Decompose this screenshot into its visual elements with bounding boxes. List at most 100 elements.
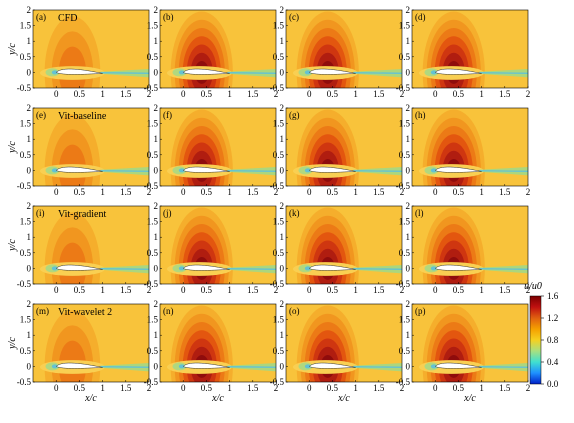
panel-frame bbox=[285, 303, 403, 383]
x-tick-label: 2 bbox=[400, 89, 405, 99]
panel-label: (k) bbox=[289, 208, 300, 218]
y-tick-label: -0.5 bbox=[396, 181, 411, 191]
airfoil bbox=[55, 362, 103, 369]
y-tick-label: 2 bbox=[154, 5, 159, 15]
colorbar-tick-label: 0.8 bbox=[547, 335, 559, 345]
y-tick-label: 0.5 bbox=[147, 150, 159, 160]
wake-line bbox=[353, 366, 402, 368]
colorbar-bar bbox=[529, 295, 542, 385]
wake-line bbox=[100, 268, 149, 270]
y-tick-label: 0.5 bbox=[147, 346, 159, 356]
x-tick-label: 2 bbox=[147, 285, 152, 295]
y-tick-label: 2 bbox=[280, 103, 285, 113]
wake-line bbox=[353, 170, 402, 172]
x-tick-label: 0.5 bbox=[201, 383, 213, 393]
x-tick-label: 0.5 bbox=[327, 383, 339, 393]
stagnation-core bbox=[178, 168, 185, 173]
y-tick-label: 2 bbox=[406, 201, 411, 211]
x-tick-label: 0 bbox=[54, 89, 59, 99]
contour-panel: (b) 0 0.5 1 1.5 2 2 1.5 1 0.5 0 -0.5 bbox=[144, 5, 279, 99]
y-tick-label: -0.5 bbox=[17, 83, 32, 93]
y-tick-label: 0 bbox=[27, 165, 32, 175]
stagnation-core bbox=[51, 70, 58, 75]
y-tick-label: 0.5 bbox=[147, 248, 159, 258]
y-tick-label: 1 bbox=[154, 232, 159, 242]
y-tick-label: 1 bbox=[406, 134, 411, 144]
y-tick-label: 0 bbox=[27, 263, 32, 273]
stagnation-core bbox=[304, 70, 311, 75]
panel-frame bbox=[411, 9, 529, 89]
x-tick-label: 2 bbox=[274, 383, 279, 393]
x-tick-label: 1.5 bbox=[120, 285, 132, 295]
panel-frame bbox=[32, 9, 150, 89]
airfoil bbox=[308, 166, 356, 173]
y-tick-label: 1.5 bbox=[147, 119, 159, 129]
y-tick-label: 1.5 bbox=[273, 315, 285, 325]
x-tick-label: 1.5 bbox=[499, 285, 511, 295]
y-tick-label: 0.5 bbox=[20, 52, 32, 62]
x-tick-label: 0.5 bbox=[74, 383, 86, 393]
x-tick-label: 1.5 bbox=[247, 187, 259, 197]
panel-label: (p) bbox=[415, 306, 426, 316]
x-tick-label: 0 bbox=[181, 285, 186, 295]
stagnation-core bbox=[178, 266, 185, 271]
y-tick-label: 1.5 bbox=[147, 217, 159, 227]
x-tick-label: 1 bbox=[353, 383, 358, 393]
wake-line bbox=[479, 268, 528, 270]
airfoil bbox=[434, 264, 482, 271]
panel-frame bbox=[159, 205, 277, 285]
y-tick-label: 2 bbox=[27, 201, 32, 211]
x-tick-label: 2 bbox=[147, 187, 152, 197]
panel-frame bbox=[285, 107, 403, 187]
stagnation-core bbox=[430, 70, 437, 75]
x-axis-label: x/c bbox=[211, 393, 224, 404]
y-tick-label: 1 bbox=[154, 330, 159, 340]
method-label: Vit-gradient bbox=[58, 209, 106, 220]
y-tick-label: 0 bbox=[406, 165, 411, 175]
airfoil bbox=[182, 264, 230, 271]
y-tick-label: -0.5 bbox=[270, 181, 285, 191]
y-axis-label: y/c bbox=[7, 141, 18, 154]
x-tick-label: 1.5 bbox=[499, 89, 511, 99]
wake-line bbox=[100, 72, 149, 74]
y-tick-label: -0.5 bbox=[17, 279, 32, 289]
y-tick-label: 1 bbox=[280, 134, 285, 144]
contour-panel: (k) 0 0.5 1 1.5 2 2 1.5 1 0.5 0 -0.5 bbox=[270, 201, 405, 295]
x-axis-label: x/c bbox=[463, 393, 476, 404]
y-tick-label: 2 bbox=[280, 299, 285, 309]
contour-panel: (g) 0 0.5 1 1.5 2 2 1.5 1 0.5 0 -0.5 bbox=[270, 103, 405, 197]
contour-panel: (i) Vit-gradient 0 0.5 1 1.5 2 2 1.5 1 0.5 0 -0.5 y/c bbox=[7, 201, 152, 295]
panel-frame bbox=[32, 107, 150, 187]
y-tick-label: 0 bbox=[280, 361, 285, 371]
y-tick-label: -0.5 bbox=[144, 181, 159, 191]
y-tick-label: 1.5 bbox=[20, 217, 32, 227]
wake-line bbox=[100, 366, 149, 368]
airfoil bbox=[55, 166, 103, 173]
x-tick-label: 1 bbox=[100, 187, 105, 197]
stagnation-core bbox=[430, 266, 437, 271]
stagnation-core bbox=[304, 364, 311, 369]
panel-frame bbox=[411, 303, 529, 383]
stagnation-core bbox=[51, 266, 58, 271]
y-tick-label: 1 bbox=[27, 36, 32, 46]
airfoil bbox=[182, 68, 230, 75]
x-tick-label: 2 bbox=[526, 89, 531, 99]
x-tick-label: 0 bbox=[307, 187, 312, 197]
x-tick-label: 0 bbox=[54, 187, 59, 197]
method-label: Vit-baseline bbox=[58, 111, 107, 122]
colorbar-title: u/u0 bbox=[524, 281, 542, 292]
x-tick-label: 0 bbox=[307, 383, 312, 393]
panel-frame bbox=[411, 205, 529, 285]
y-tick-label: 0 bbox=[27, 67, 32, 77]
x-tick-label: 1 bbox=[100, 285, 105, 295]
y-tick-label: 0.5 bbox=[20, 346, 32, 356]
y-tick-label: 0.5 bbox=[399, 52, 411, 62]
x-tick-label: 0 bbox=[307, 89, 312, 99]
x-tick-label: 2 bbox=[400, 285, 405, 295]
x-tick-label: 1.5 bbox=[373, 187, 385, 197]
y-tick-label: 2 bbox=[154, 103, 159, 113]
wake-line bbox=[227, 366, 276, 368]
wake-line bbox=[353, 72, 402, 74]
x-tick-label: 0 bbox=[181, 187, 186, 197]
y-axis-label: y/c bbox=[7, 337, 18, 350]
